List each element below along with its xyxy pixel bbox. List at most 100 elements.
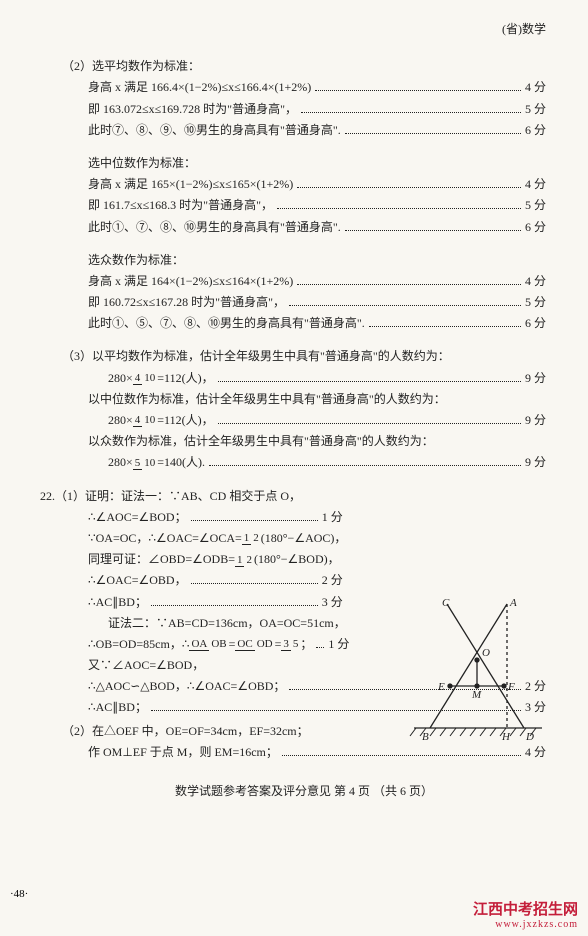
numerator: OC xyxy=(235,638,254,651)
line: ∵OA=OC，∴∠OAC=∠OCA=12(180°−∠AOC)， xyxy=(62,529,546,548)
fraction: OCOD xyxy=(235,639,274,651)
expr-post: =140(人). xyxy=(157,455,205,469)
denominator: 2 xyxy=(244,554,254,566)
dots xyxy=(282,755,521,756)
section-title: （3）以平均数作为标准，估计全年级男生中具有"普通身高"的人数约为： xyxy=(62,347,546,366)
line: ∴∠OAC=∠OBD， 2 分 xyxy=(62,571,343,590)
label-B: B xyxy=(422,731,429,743)
points: 5 分 xyxy=(525,100,546,119)
expr-pre: 同理可证：∠OBD=∠ODB= xyxy=(88,552,235,566)
line-text: 即 161.7≤x≤168.3 时为"普通身高"， xyxy=(88,196,273,215)
points: 1 分 xyxy=(322,508,343,527)
line-text: 身高 x 满足 166.4×(1−2%)≤x≤166.4×(1+2%) xyxy=(88,78,311,97)
line: 即 160.72≤x≤167.28 时为"普通身高"， 5 分 xyxy=(62,293,546,312)
line-text: 以众数作为标准，估计全年级男生中具有"普通身高"的人数约为： xyxy=(62,432,546,451)
expr-post: =112(人)， xyxy=(157,413,213,427)
label-D: D xyxy=(525,731,534,743)
points: 4 分 xyxy=(525,175,546,194)
fraction: 410 xyxy=(133,373,158,385)
expr-pre: 280× xyxy=(108,413,133,427)
line: 280×410=112(人)， 9 分 xyxy=(62,369,546,388)
line-text: ∴∠AOC=∠BOD； xyxy=(88,508,187,527)
geometry-diagram: C A O E M F B H D xyxy=(402,596,552,744)
dots xyxy=(151,605,318,606)
fraction: 12 xyxy=(235,555,254,567)
dots xyxy=(209,465,521,466)
line-text: 身高 x 满足 165×(1−2%)≤x≤165×(1+2%) xyxy=(88,175,293,194)
line-text: 即 163.072≤x≤169.728 时为"普通身高"， xyxy=(88,100,297,119)
points: 2 分 xyxy=(322,571,343,590)
section-title: 选众数作为标准： xyxy=(62,251,546,270)
line: 此时⑦、⑧、⑨、⑩男生的身高具有"普通身高". 6 分 xyxy=(62,121,546,140)
expr-pre: ∴OB=OD=85cm，∴ xyxy=(88,637,189,651)
points: 6 分 xyxy=(525,121,546,140)
denominator: 10 xyxy=(142,457,157,469)
line: ∴OB=OD=85cm，∴OAOB=OCOD=35； 1 分 xyxy=(62,635,343,654)
line-text: 此时①、⑦、⑧、⑩男生的身高具有"普通身高". xyxy=(88,218,341,237)
dots xyxy=(191,520,318,521)
page-number-side: ·48· xyxy=(10,888,28,900)
label-M: M xyxy=(471,689,482,701)
points: 6 分 xyxy=(525,218,546,237)
points: 4 分 xyxy=(525,272,546,291)
line: 身高 x 满足 164×(1−2%)≤x≤164×(1+2%)4 分 xyxy=(62,272,546,291)
fraction: OAOB xyxy=(189,639,228,651)
expr-pre: ∵OA=OC，∴∠OAC=∠OCA= xyxy=(88,531,242,545)
denominator: 10 xyxy=(142,414,157,426)
line: 身高 x 满足 165×(1−2%)≤x≤165×(1+2%) 4 分 xyxy=(62,175,546,194)
label-C: C xyxy=(442,597,450,609)
line: 即 163.072≤x≤169.728 时为"普通身高"， 5 分 xyxy=(62,100,546,119)
line: 280×510=140(人). 9 分 xyxy=(62,453,546,472)
section-median: 选中位数作为标准： 身高 x 满足 165×(1−2%)≤x≤165×(1+2%… xyxy=(62,154,546,237)
points: 9 分 xyxy=(525,411,546,430)
diagram-svg: C A O E M F B H D xyxy=(402,596,552,744)
label-H: H xyxy=(501,731,511,743)
expr: 280×510=140(人). xyxy=(108,453,205,472)
numerator: 5 xyxy=(133,457,143,470)
expr: ∴OB=OD=85cm，∴OAOB=OCOD=35； xyxy=(88,635,312,654)
fraction: 510 xyxy=(133,458,158,470)
line-text: 作 OM⊥EF 于点 M，则 EM=16cm； xyxy=(88,743,278,762)
section-estimate: （3）以平均数作为标准，估计全年级男生中具有"普通身高"的人数约为： 280×4… xyxy=(62,347,546,472)
numerator: 4 xyxy=(133,372,143,385)
points: 5 分 xyxy=(525,293,546,312)
label-E: E xyxy=(437,681,445,693)
points: 1 分 xyxy=(328,635,349,654)
dots xyxy=(315,90,521,91)
line: ∴AC∥BD；3 分 xyxy=(62,593,343,612)
watermark-title: 江西中考招生网 xyxy=(473,898,578,919)
watermark: 江西中考招生网 www.jxzkzs.com xyxy=(473,898,578,930)
dots xyxy=(289,305,521,306)
dots xyxy=(369,326,521,327)
line: ∴∠AOC=∠BOD； 1 分 xyxy=(62,508,343,527)
points: 4 分 xyxy=(525,743,546,762)
expr: 280×410=112(人)， xyxy=(108,369,214,388)
fraction: 35 xyxy=(281,639,300,651)
expr-post: ； xyxy=(300,637,312,651)
dots xyxy=(297,284,521,285)
line-text: ∴AC∥BD； xyxy=(88,593,147,612)
denominator: 5 xyxy=(291,638,301,650)
dots xyxy=(191,583,318,584)
points: 9 分 xyxy=(525,453,546,472)
line: 同理可证：∠OBD=∠ODB=12(180°−∠BOD)， xyxy=(62,550,546,569)
q22-title: 22.（1）证明：证法一：∵AB、CD 相交于点 O， xyxy=(40,487,546,506)
expr-pre: 280× xyxy=(108,371,133,385)
dots xyxy=(297,187,521,188)
expr: 280×410=112(人)， xyxy=(108,411,214,430)
numerator: OA xyxy=(189,638,209,651)
page-header: (省)数学 xyxy=(62,20,546,39)
line-text: ∴∠OAC=∠OBD， xyxy=(88,571,187,590)
fraction: 12 xyxy=(242,533,261,545)
points: 6 分 xyxy=(525,314,546,333)
denominator: OB xyxy=(209,638,228,650)
denominator: 10 xyxy=(142,372,157,384)
line-text: 即 160.72≤x≤167.28 时为"普通身高"， xyxy=(88,293,285,312)
denominator: OD xyxy=(255,638,275,650)
dots xyxy=(316,647,324,648)
line-text: 此时⑦、⑧、⑨、⑩男生的身高具有"普通身高". xyxy=(88,121,341,140)
dots xyxy=(277,208,521,209)
page-footer: 数学试题参考答案及评分意见 第 4 页 （共 6 页） xyxy=(62,782,546,801)
line: 即 161.7≤x≤168.3 时为"普通身高"，5 分 xyxy=(62,196,546,215)
dots xyxy=(218,381,521,382)
